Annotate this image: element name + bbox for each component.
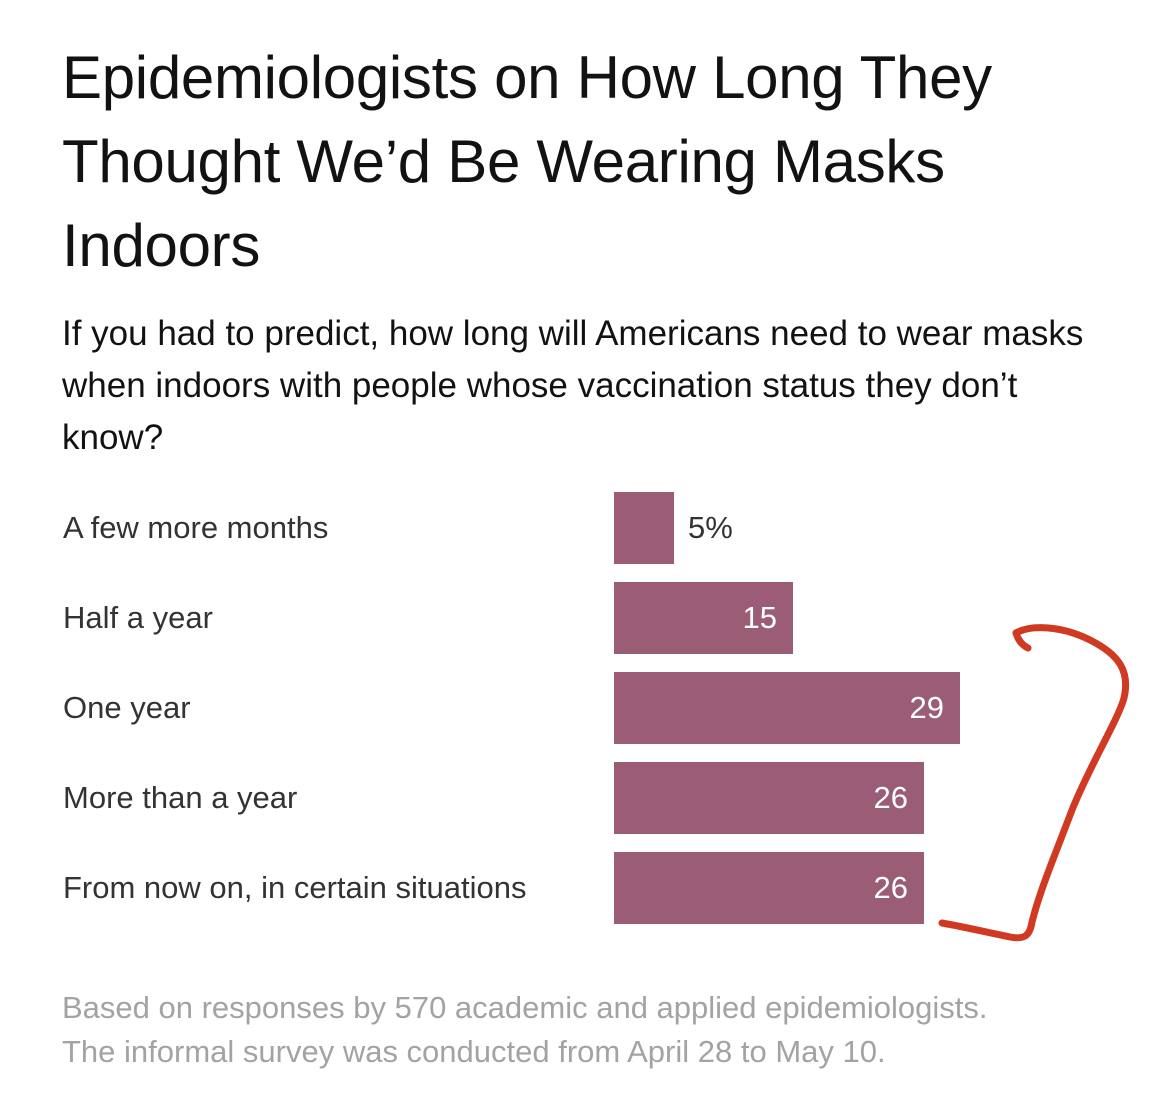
bar: [614, 852, 924, 924]
category-label: A few more months: [63, 510, 329, 545]
value-label: 5%: [688, 510, 733, 545]
bar: [614, 672, 960, 744]
source-note-line-1: Based on responses by 570 academic and a…: [62, 990, 988, 1025]
category-label: One year: [63, 690, 191, 725]
source-note: Based on responses by 570 academic and a…: [62, 986, 1142, 1074]
category-label: From now on, in certain situations: [63, 870, 527, 905]
bar: [614, 492, 674, 564]
category-label: More than a year: [63, 780, 298, 815]
value-label: 15: [742, 600, 777, 635]
value-label: 26: [873, 780, 908, 815]
chart-title: Epidemiologists on How Long They Thought…: [62, 44, 992, 279]
value-label: 29: [909, 690, 944, 725]
bar: [614, 582, 793, 654]
category-label: Half a year: [63, 600, 213, 635]
chart-subtitle: If you had to predict, how long will Ame…: [62, 314, 1084, 457]
bar: [614, 762, 924, 834]
bar-chart: A few more months 5% Half a year 15 One year…: [0, 480, 1170, 950]
value-label: 26: [873, 870, 908, 905]
source-note-line-2: The informal survey was conducted from A…: [62, 1034, 886, 1069]
